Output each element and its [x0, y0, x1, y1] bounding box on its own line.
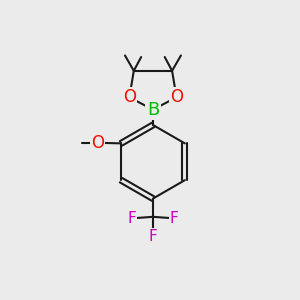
Text: F: F: [128, 211, 136, 226]
Text: O: O: [91, 134, 104, 152]
Text: F: F: [170, 211, 178, 226]
Text: O: O: [123, 88, 136, 106]
Text: O: O: [170, 88, 183, 106]
Text: B: B: [147, 101, 159, 119]
Text: F: F: [148, 230, 157, 244]
